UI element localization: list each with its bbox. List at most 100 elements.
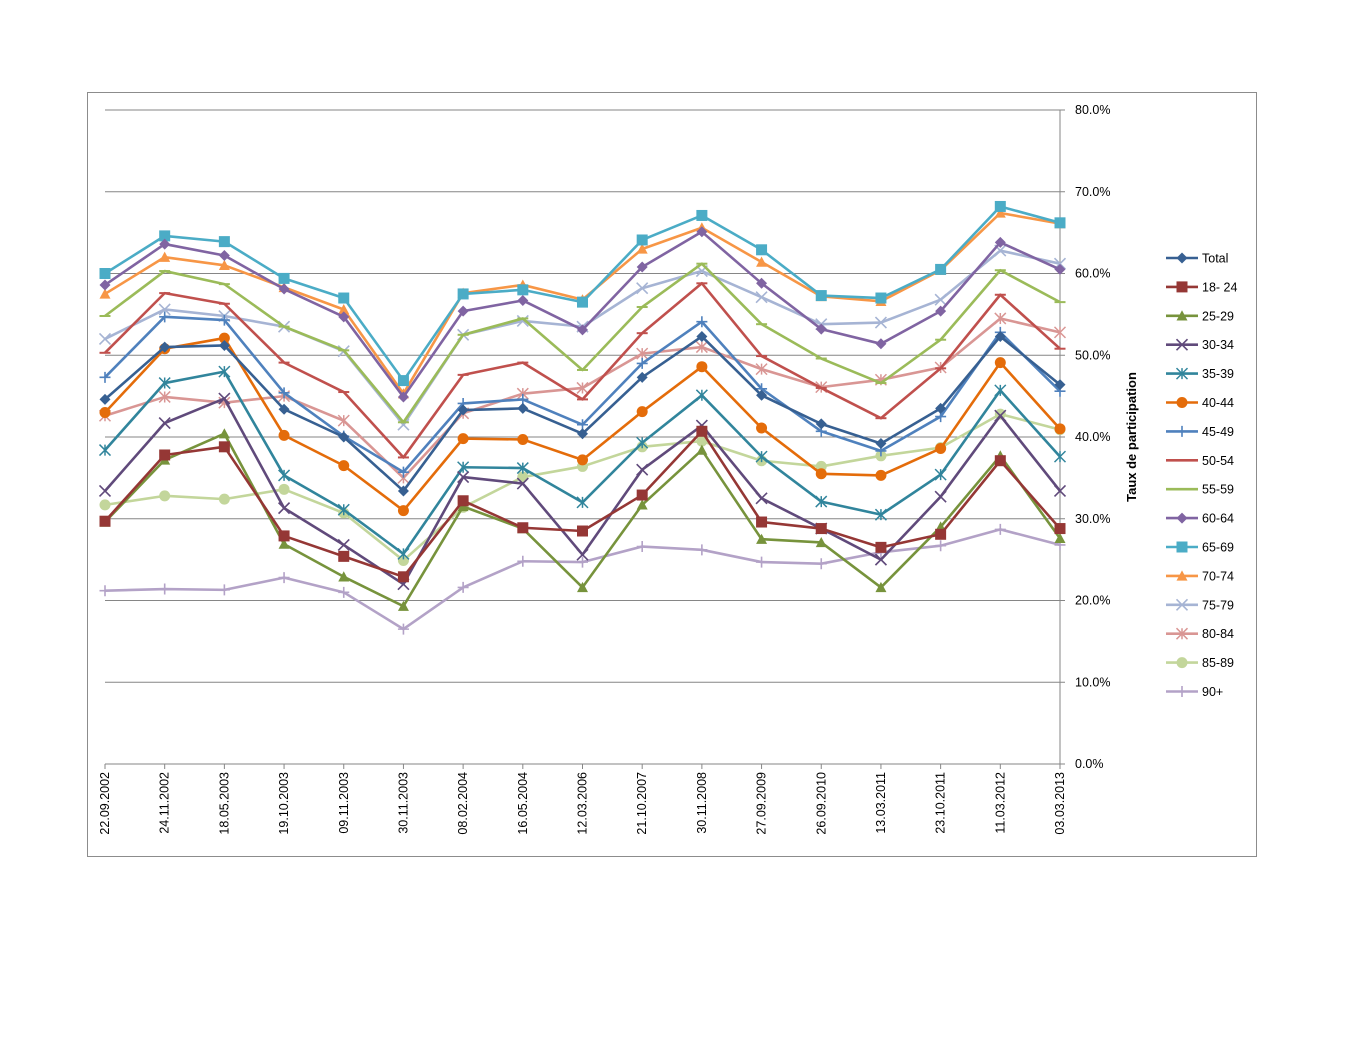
data-point [636,463,649,476]
legend-label: 70-74 [1202,569,1234,583]
legend-item: 65-69 [1166,541,1234,555]
data-point [874,316,888,329]
y-tick-label: 80.0% [1075,103,1110,117]
data-point [98,332,112,345]
data-point [338,292,350,304]
series-line [104,528,1061,631]
data-point [934,490,947,503]
y-tick-label: 0.0% [1075,757,1104,771]
x-tick-label: 23.10.2011 [934,772,948,834]
data-point [338,303,350,315]
data-point [158,377,171,390]
legend-label: 75-79 [1202,598,1234,612]
data-point [875,292,887,304]
data-point [99,499,111,511]
series-4044 [99,332,1066,517]
data-point [338,311,350,323]
legend: Total 18- 24 25-29 30-34 35-39 40-44 45-49 50-5… [1166,252,1237,699]
data-point [875,438,887,450]
series-3034 [98,392,1067,591]
legend-marker [1175,598,1189,611]
legend-label: 25-29 [1202,309,1234,323]
data-point [875,581,887,593]
series-6064 [99,226,1066,403]
y-tick-label: 20.0% [1075,594,1110,608]
data-point [756,422,768,434]
data-point [756,244,768,256]
data-point [397,485,409,497]
data-point [158,390,171,403]
series-90plus [99,523,1066,635]
legend-marker [1176,425,1188,437]
data-point [397,600,409,611]
x-tick-label: 27.09.2009 [755,772,769,835]
series-5054 [99,282,1066,459]
y-tick-label: 50.0% [1075,348,1110,362]
data-point [278,283,290,295]
data-point [696,226,708,238]
data-point [636,243,648,254]
x-tick-label: 24.11.2002 [158,772,172,834]
data-point [935,528,947,540]
data-point [397,391,409,403]
data-point [218,428,230,439]
data-point [696,435,708,447]
x-tick-label: 22.09.2002 [98,772,112,835]
data-point [815,523,827,535]
x-tick-label: 12.03.2006 [576,772,590,835]
legend-marker [1176,281,1188,293]
data-point [695,341,708,354]
legend-item: 40-44 [1166,396,1234,410]
legend-label: 30-34 [1202,338,1234,352]
data-point [696,425,708,437]
data-point [397,418,410,431]
data-point [98,484,112,498]
legend-item: 50-54 [1166,454,1234,468]
data-point [278,272,290,284]
data-point [636,234,648,246]
data-point [935,263,947,275]
data-point [636,357,648,369]
data-point [457,470,470,484]
series-1824 [99,425,1066,583]
data-point [457,305,469,317]
data-point [397,466,409,478]
legend-label: 40-44 [1202,396,1234,410]
data-point [755,492,768,505]
data-point [99,393,111,405]
data-point [338,571,350,582]
data-point [994,455,1006,467]
series-6569 [99,200,1066,387]
data-point [636,541,648,553]
data-point [517,294,529,306]
legend-item: 70-74 [1166,569,1234,583]
data-point [99,585,111,597]
data-point [994,236,1006,248]
data-point [158,303,171,316]
legend-marker [1176,310,1188,321]
data-point [457,433,469,445]
legend-marker [1176,686,1188,697]
data-point [815,290,827,302]
data-point [756,389,768,401]
x-tick-label: 13.03.2011 [874,772,888,834]
data-point [338,550,350,562]
data-point [994,200,1006,212]
gridlines [105,109,1060,765]
x-tick-label: 03.03.2013 [1053,772,1067,835]
data-point [875,338,887,350]
data-point [577,454,588,466]
data-point [874,508,887,521]
legend-item: 45-49 [1166,425,1234,439]
data-point [218,493,230,505]
data-point [517,433,529,445]
data-point [935,442,947,454]
data-point [934,293,947,306]
data-point [1054,523,1066,535]
data-point [994,409,1007,422]
data-point [756,256,768,267]
legend-item: 75-79 [1166,598,1234,612]
data-point [457,581,469,593]
data-point [517,284,529,296]
